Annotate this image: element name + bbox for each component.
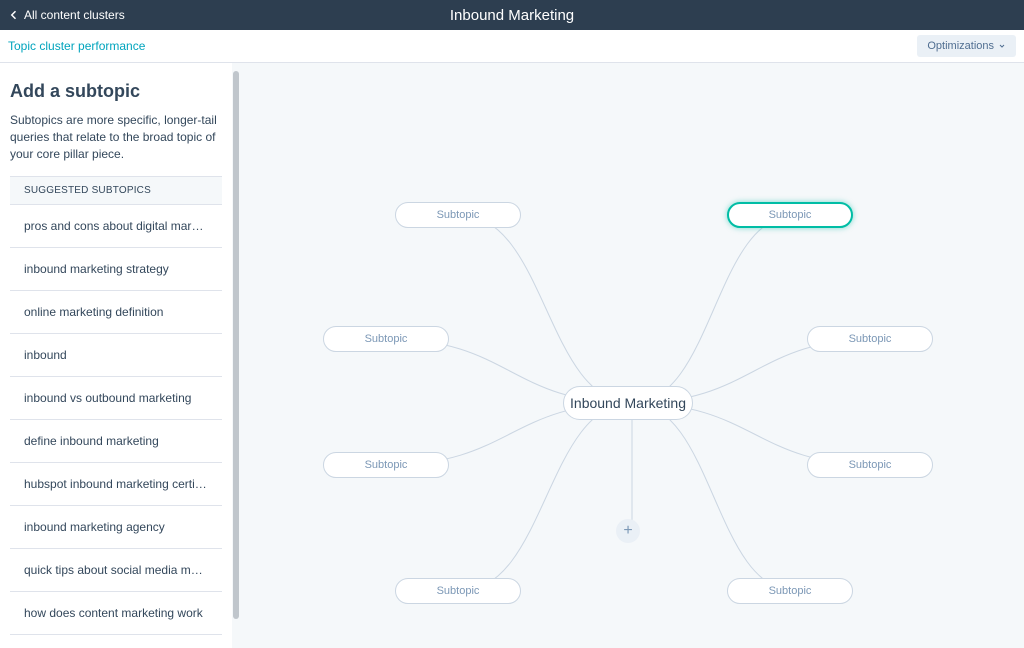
suggested-header: SUGGESTED SUBTOPICS — [10, 176, 222, 205]
back-label: All content clusters — [24, 8, 125, 22]
subtopic-node[interactable]: Subtopic — [323, 452, 449, 478]
suggested-item[interactable]: inbound — [10, 334, 222, 377]
subtopic-node[interactable]: Subtopic — [727, 202, 853, 228]
subtopic-node[interactable]: Subtopic — [395, 578, 521, 604]
diagram-edges — [240, 63, 1024, 648]
optimizations-button[interactable]: Optimizations — [917, 35, 1016, 57]
sidebar-title: Add a subtopic — [0, 81, 232, 112]
performance-link[interactable]: Topic cluster performance — [8, 39, 145, 53]
suggested-list: pros and cons about digital marketinginb… — [10, 205, 222, 648]
suggested-item[interactable]: define inbound marketing — [10, 420, 222, 463]
subtopic-node[interactable]: Subtopic — [727, 578, 853, 604]
sidebar-description: Subtopics are more specific, longer-tail… — [0, 112, 232, 176]
subtopic-node[interactable]: Subtopic — [807, 452, 933, 478]
suggested-item[interactable]: how does content marketing work — [10, 592, 222, 635]
suggested-item[interactable]: hubspot inbound marketing certification … — [10, 463, 222, 506]
suggested-item[interactable]: pros and cons about digital marketing — [10, 205, 222, 248]
center-topic-node: Inbound Marketing — [563, 386, 693, 420]
subtopic-node[interactable]: Subtopic — [395, 202, 521, 228]
scrollbar-thumb[interactable] — [233, 71, 239, 619]
main: Add a subtopic Subtopics are more specif… — [0, 63, 1024, 648]
suggested-item[interactable]: inbound marketing agency — [10, 506, 222, 549]
optimizations-label: Optimizations — [927, 40, 994, 52]
topbar: All content clusters Inbound Marketing — [0, 0, 1024, 30]
subbar: Topic cluster performance Optimizations — [0, 30, 1024, 63]
chevron-down-icon — [998, 42, 1006, 50]
suggested-item[interactable]: quick tips about social media marketing — [10, 549, 222, 592]
add-subtopic-button[interactable]: + — [616, 519, 640, 543]
subtopic-node[interactable]: Subtopic — [323, 326, 449, 352]
scrollbar-track[interactable] — [232, 63, 240, 648]
sidebar-wrap: Add a subtopic Subtopics are more specif… — [0, 63, 240, 648]
sidebar: Add a subtopic Subtopics are more specif… — [0, 63, 232, 648]
back-link[interactable]: All content clusters — [0, 8, 125, 22]
suggested-item[interactable]: inbound vs outbound marketing — [10, 377, 222, 420]
chevron-left-icon — [8, 9, 20, 21]
suggested-item[interactable]: inbound marketing strategy — [10, 248, 222, 291]
suggested-item[interactable]: lead generation — [10, 635, 222, 648]
diagram-canvas[interactable]: Inbound Marketing Subtopic Subtopic Subtopi… — [240, 63, 1024, 648]
page-title: Inbound Marketing — [450, 7, 574, 24]
subtopic-node[interactable]: Subtopic — [807, 326, 933, 352]
suggested-item[interactable]: online marketing definition — [10, 291, 222, 334]
